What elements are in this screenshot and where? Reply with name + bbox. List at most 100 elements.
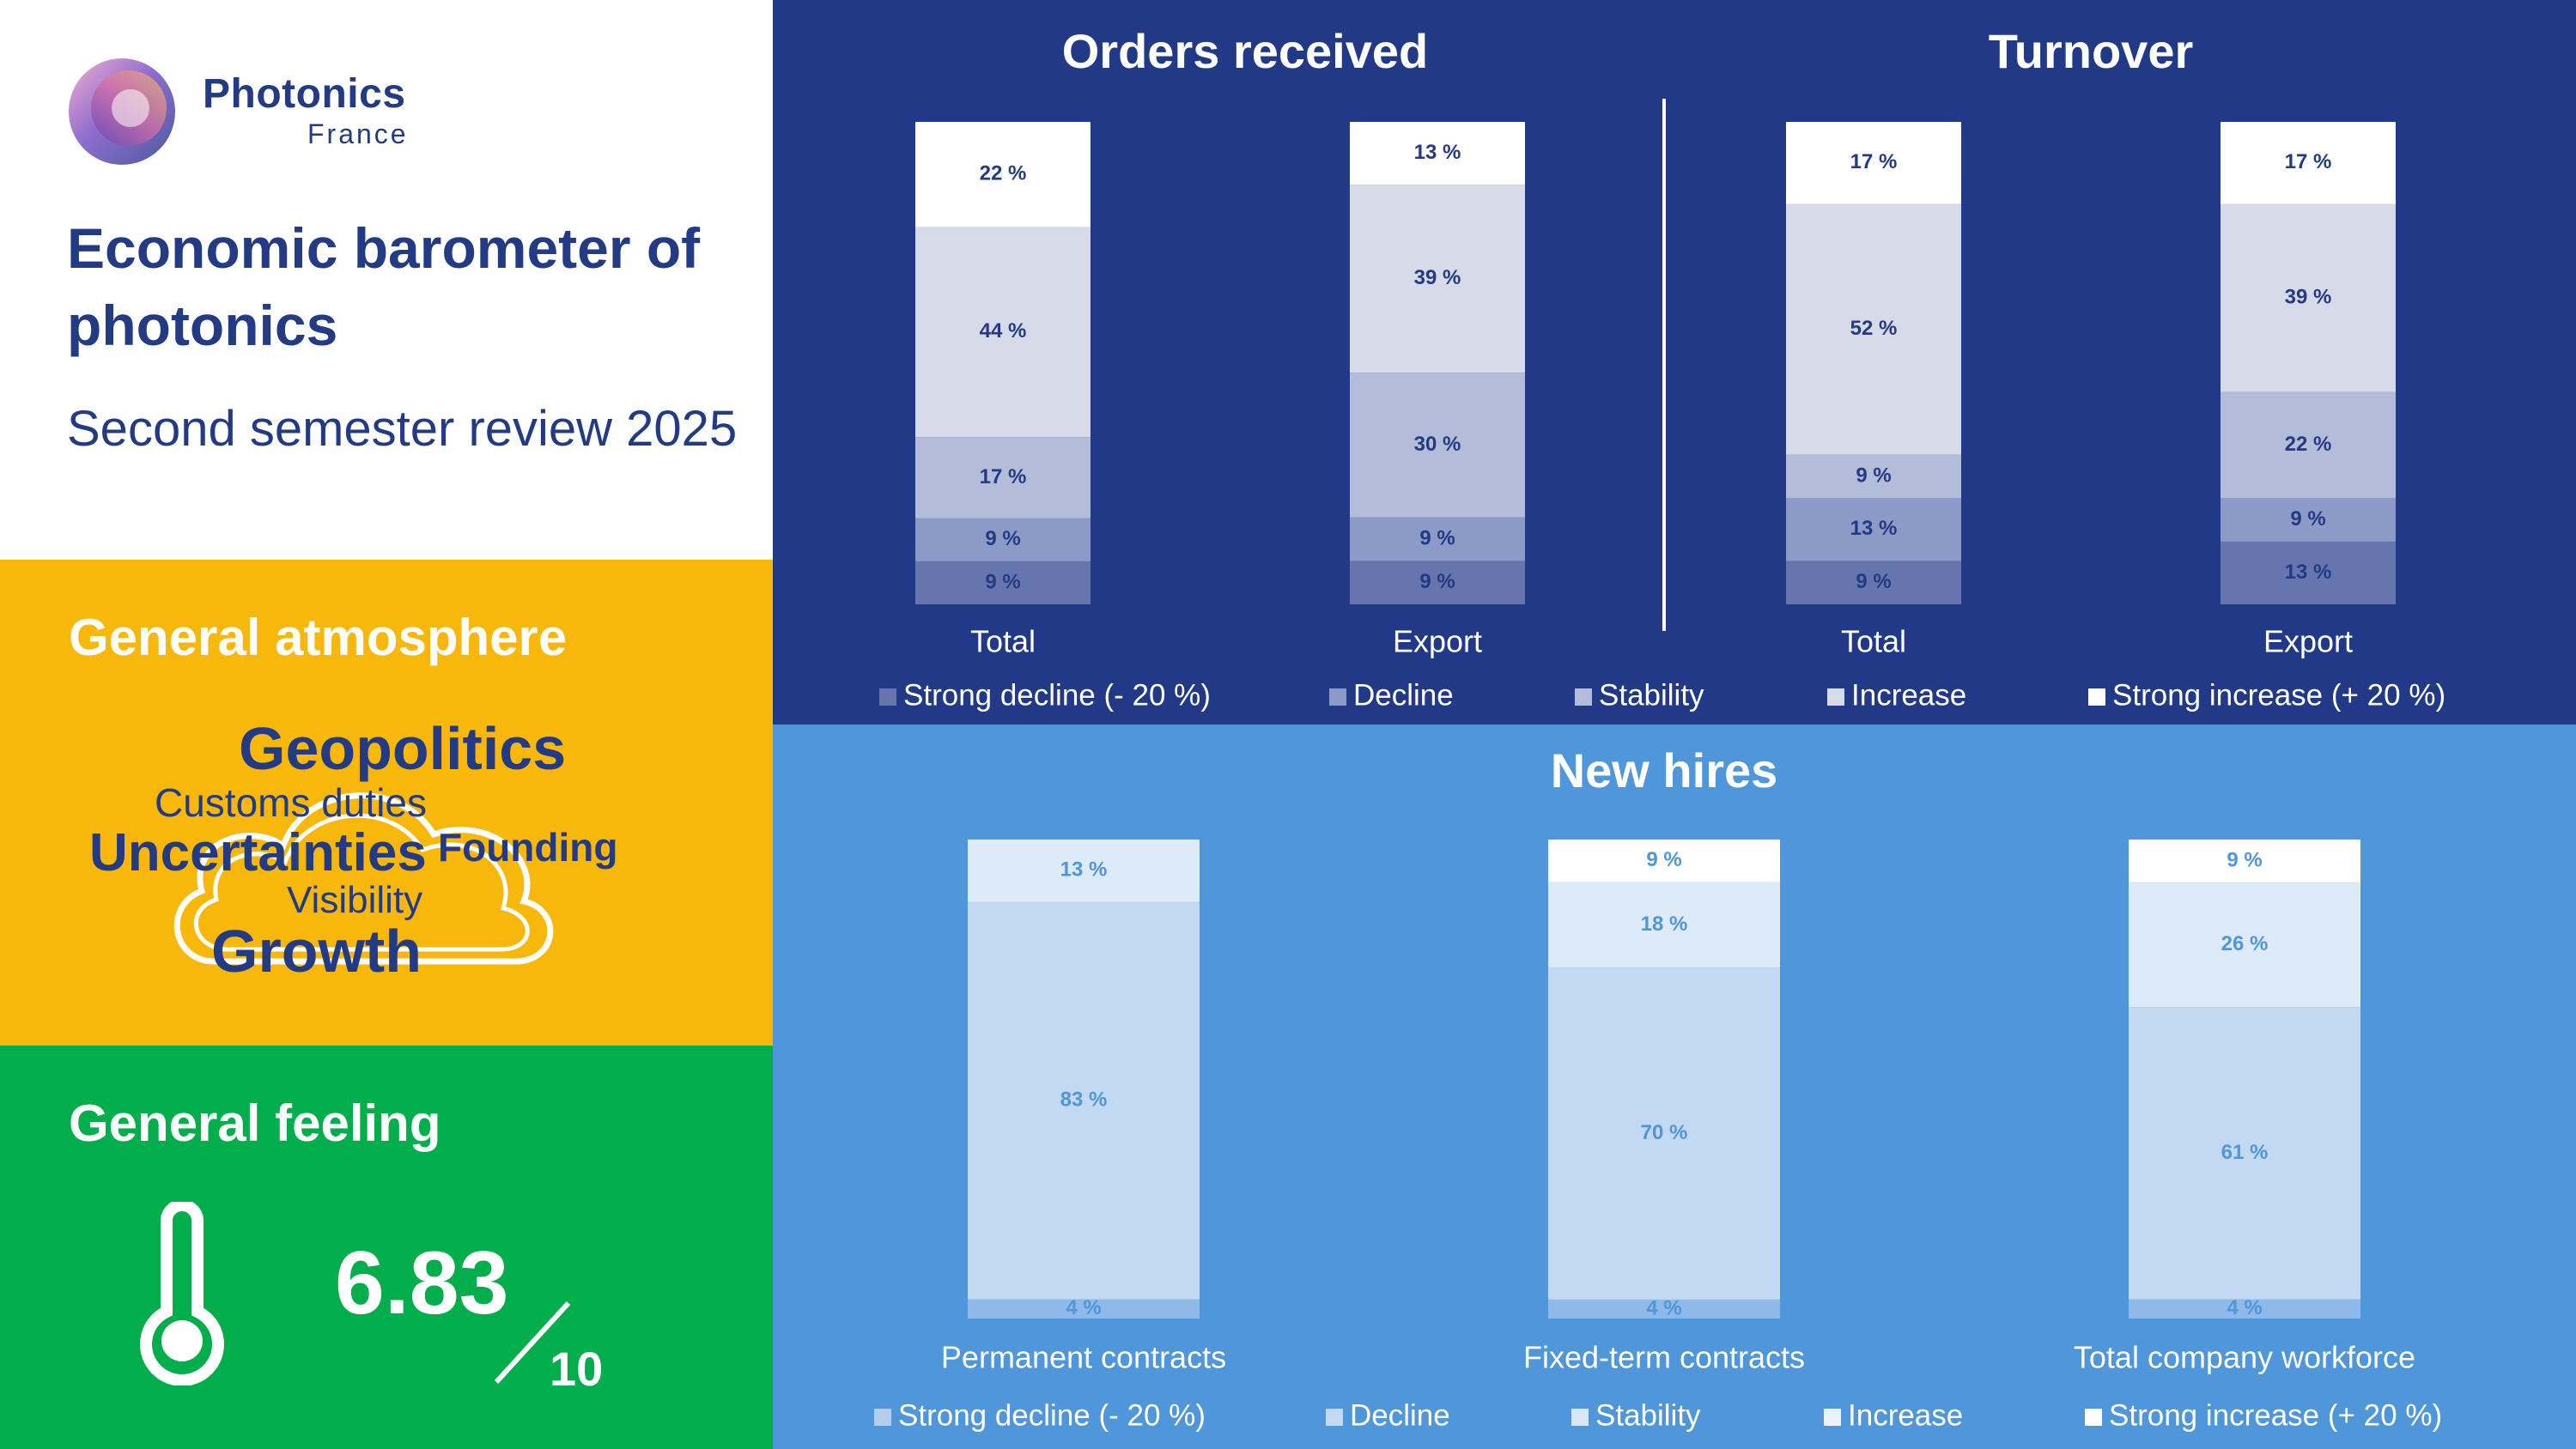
data-label: 9 % <box>2290 507 2325 530</box>
bar-segment-new-hires-total-company-workforce-stability <box>2129 1007 2360 1300</box>
word-customs-duties: Customs duties <box>155 780 428 825</box>
bar-segment-orders-received-total-strong-increase-20 <box>915 122 1091 227</box>
data-label: 17 % <box>980 465 1027 488</box>
legend-swatch-decline <box>1329 688 1346 706</box>
category-label-total: Total <box>1841 624 1906 659</box>
data-label: 30 % <box>1414 433 1461 456</box>
legend-label-increase: Increase <box>1848 1398 1963 1432</box>
bar-segment-orders-received-export-strong-decline-20 <box>1350 561 1525 604</box>
data-label: 9 % <box>1646 848 1681 871</box>
word-founding: Founding <box>438 825 618 870</box>
data-label: 13 % <box>1060 858 1108 882</box>
legend-swatch-strong-decline-20 <box>879 688 896 706</box>
legend-swatch-strong-decline-20 <box>874 1409 891 1426</box>
bar-segment-orders-received-export-stability <box>1350 373 1525 518</box>
logo-name: Photonics <box>203 71 406 117</box>
legend-swatch-increase <box>1827 688 1844 706</box>
bar-segment-orders-received-export-increase <box>1350 185 1525 373</box>
data-label: 9 % <box>985 527 1020 550</box>
chart-title-turnover: Turnover <box>1989 24 2194 78</box>
data-label: 9 % <box>1419 570 1455 593</box>
bar-segment-new-hires-fixed-term-contracts-decline <box>1548 1299 1780 1319</box>
data-label: 83 % <box>1060 1088 1108 1111</box>
word-uncertainties: Uncertainties <box>89 823 427 882</box>
legend-label-stability: Stability <box>1595 1398 1701 1432</box>
score-divider <box>494 1300 571 1385</box>
category-label-total: Total <box>970 624 1036 659</box>
bar-segment-new-hires-total-company-workforce-decline <box>2129 1299 2360 1319</box>
data-label: 39 % <box>2285 285 2332 308</box>
chart-title-orders-received: Orders received <box>1062 24 1428 78</box>
bar-segment-turnover-total-decline <box>1786 498 1961 561</box>
category-label-total-company-workforce: Total company workforce <box>2074 1340 2415 1375</box>
data-label: 22 % <box>2285 433 2332 456</box>
legend-label-strong-decline-20: Strong decline (- 20 %) <box>898 1398 1206 1432</box>
bar-segment-turnover-export-stability <box>2221 391 2396 499</box>
data-label: 52 % <box>1850 317 1898 340</box>
data-label: 22 % <box>980 162 1027 185</box>
feeling-score-max: 10 <box>550 1342 604 1396</box>
legend-swatch-increase <box>1824 1409 1841 1426</box>
data-label: 17 % <box>1850 150 1898 173</box>
legend-label-strong-increase-20: Strong increase (+ 20 %) <box>2112 678 2445 712</box>
data-label: 9 % <box>1419 526 1455 549</box>
cloud-icon <box>173 792 554 965</box>
bar-segment-turnover-export-strong-decline-20 <box>2221 541 2396 604</box>
bar-segment-turnover-total-increase <box>1786 203 1961 455</box>
data-label: 70 % <box>1641 1121 1688 1144</box>
bar-segment-orders-received-total-increase <box>915 227 1091 438</box>
atmosphere-title: General atmosphere <box>69 609 568 666</box>
bar-segment-new-hires-total-company-workforce-strong-increase-20 <box>2129 840 2360 883</box>
word-visibility: Visibility <box>287 879 423 921</box>
data-label: 44 % <box>980 319 1027 343</box>
word-growth: Growth <box>211 918 422 985</box>
bar-segment-turnover-export-decline <box>2221 498 2396 542</box>
legend-swatch-stability <box>1575 688 1592 706</box>
bar-segment-turnover-export-increase <box>2221 203 2396 392</box>
bar-segment-new-hires-permanent-contracts-increase <box>968 840 1200 902</box>
feeling-panel <box>0 1046 773 1449</box>
bar-segment-new-hires-fixed-term-contracts-stability <box>1548 967 1780 1300</box>
data-label: 9 % <box>2227 848 2262 871</box>
data-label: 4 % <box>1646 1296 1681 1319</box>
thermometer-icon <box>140 1202 224 1385</box>
bar-segment-turnover-export-strong-increase-20 <box>2221 122 2396 204</box>
data-label: 18 % <box>1641 912 1688 936</box>
category-label-fixed-term-contracts: Fixed-term contracts <box>1523 1340 1805 1375</box>
data-label: 4 % <box>1066 1296 1101 1319</box>
word-geopolitics: Geopolitics <box>239 715 567 782</box>
data-label: 39 % <box>1414 266 1461 289</box>
bar-segment-new-hires-total-company-workforce-increase <box>2129 882 2360 1008</box>
logo-subname: France <box>307 118 409 149</box>
bar-segment-new-hires-permanent-contracts-stability <box>968 901 1200 1300</box>
data-label: 4 % <box>2227 1296 2262 1319</box>
data-label: 13 % <box>1850 517 1898 540</box>
bar-segment-new-hires-fixed-term-contracts-strong-increase-20 <box>1548 840 1780 882</box>
bar-segment-turnover-total-strong-increase-20 <box>1786 122 1961 204</box>
data-label: 17 % <box>2285 150 2332 173</box>
feeling-score: 6.83 <box>335 1234 509 1333</box>
bar-segment-turnover-total-strong-decline-20 <box>1786 561 1961 604</box>
bar-segment-orders-received-total-strong-decline-20 <box>915 561 1091 604</box>
chart-title-new-hires: New hires <box>1551 743 1778 797</box>
legend-label-increase: Increase <box>1851 678 1966 712</box>
data-label: 9 % <box>985 570 1020 593</box>
bar-segment-new-hires-permanent-contracts-decline <box>968 1299 1200 1319</box>
data-label: 9 % <box>1856 570 1891 593</box>
page-title: Economic barometer of photonics <box>67 216 701 357</box>
bar-segment-orders-received-export-decline <box>1350 517 1525 561</box>
data-label: 13 % <box>2285 561 2332 584</box>
legend-swatch-stability <box>1571 1409 1589 1426</box>
legend-label-stability: Stability <box>1599 678 1704 712</box>
legend-label-decline: Decline <box>1350 1398 1450 1432</box>
page-subtitle: Second semester review 2025 <box>67 401 738 457</box>
bar-segment-orders-received-export-strong-increase-20 <box>1350 122 1525 185</box>
legend-swatch-decline <box>1326 1409 1343 1426</box>
legend-swatch-strong-increase-20 <box>2085 1409 2102 1426</box>
category-label-export: Export <box>1393 624 1482 659</box>
feeling-title: General feeling <box>69 1094 441 1152</box>
legend-swatch-strong-increase-20 <box>2088 688 2105 706</box>
legend-label-strong-decline-20: Strong decline (- 20 %) <box>903 678 1211 712</box>
category-label-permanent-contracts: Permanent contracts <box>941 1340 1226 1375</box>
